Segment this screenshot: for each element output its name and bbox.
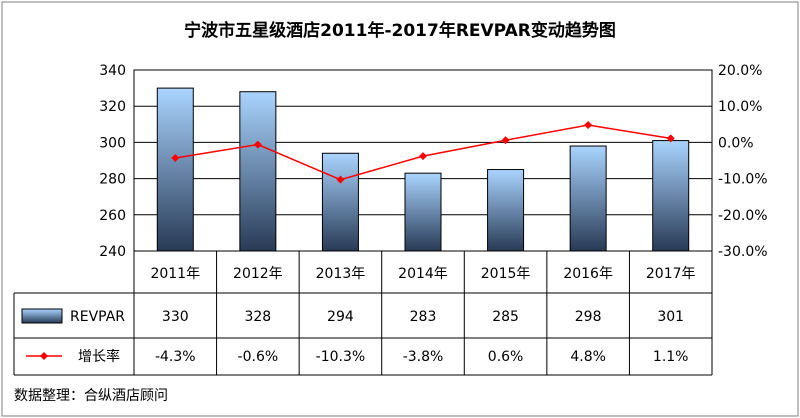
growth-point (501, 136, 510, 145)
legend-label-revpar: REVPAR (70, 309, 125, 325)
revpar-value: 328 (244, 309, 271, 325)
growth-value: 1.1% (653, 349, 689, 365)
revpar-value: 298 (575, 309, 602, 325)
category-label: 2012年 (233, 266, 283, 282)
growth-point (419, 152, 427, 161)
revpar-value: 301 (657, 309, 684, 325)
plot-area-border (133, 69, 713, 252)
revpar-value: 283 (410, 309, 437, 325)
bar (156, 87, 194, 252)
source-note: 数据整理：合纵酒店顾问 (14, 388, 168, 404)
revpar-value: 285 (492, 309, 519, 325)
category-label: 2017年 (646, 266, 696, 282)
y-left-tick-label: 240 (99, 244, 126, 260)
chart-title: 宁波市五星级酒店2011年-2017年REVPAR变动趋势图 (184, 20, 616, 41)
y-left-tick-label: 260 (99, 208, 126, 224)
y-right-tick-label: -20.0% (718, 208, 768, 224)
legend-label-growth: 增长率 (78, 348, 120, 365)
growth-value: -3.8% (403, 349, 444, 365)
category-label: 2013年 (316, 266, 366, 282)
bar (321, 152, 359, 252)
bar (487, 169, 525, 252)
bar (652, 140, 690, 252)
growth-point (253, 140, 262, 149)
growth-point (666, 134, 675, 143)
bar (239, 91, 277, 252)
growth-point (171, 153, 180, 162)
bar (569, 145, 607, 252)
y-right-tick-label: 20.0% (718, 63, 762, 79)
y-left-tick-label: 340 (99, 63, 126, 79)
y-left-tick-label: 320 (99, 99, 126, 115)
y-left-tick-label: 300 (99, 135, 126, 151)
growth-value: 4.8% (570, 349, 606, 365)
axes: 240 260 280 300 320 340 -30.0% -20.0% -10.0% 0.0%… (99, 63, 767, 260)
category-label: 2011年 (150, 266, 200, 282)
growth-value: -10.3% (316, 349, 366, 365)
growth-line-series (171, 121, 675, 184)
y-right-tick-label: -10.0% (718, 172, 768, 188)
category-label: 2015年 (481, 266, 531, 282)
bar-series (156, 87, 690, 252)
y-right-tick-label: -30.0% (718, 244, 768, 260)
growth-value: 0.6% (488, 349, 524, 365)
category-label: 2014年 (398, 266, 448, 282)
data-table: 2011年 2012年 2013年 2014年 2015年 2016年 2017年 REVPA… (13, 251, 713, 376)
legend-key-revpar (21, 308, 63, 324)
bar (404, 172, 442, 252)
category-label: 2016年 (563, 266, 613, 282)
y-right-tick-label: 10.0% (718, 99, 762, 115)
revpar-value: 294 (327, 309, 354, 325)
y-right-tick-label: 0.0% (718, 135, 754, 151)
growth-point (584, 121, 593, 130)
y-left-tick-label: 280 (99, 172, 126, 188)
legend-key-growth-marker (40, 352, 48, 360)
growth-value: -4.3% (155, 349, 196, 365)
revpar-value: 330 (162, 309, 189, 325)
growth-point (336, 175, 345, 184)
growth-value: -0.6% (238, 349, 279, 365)
